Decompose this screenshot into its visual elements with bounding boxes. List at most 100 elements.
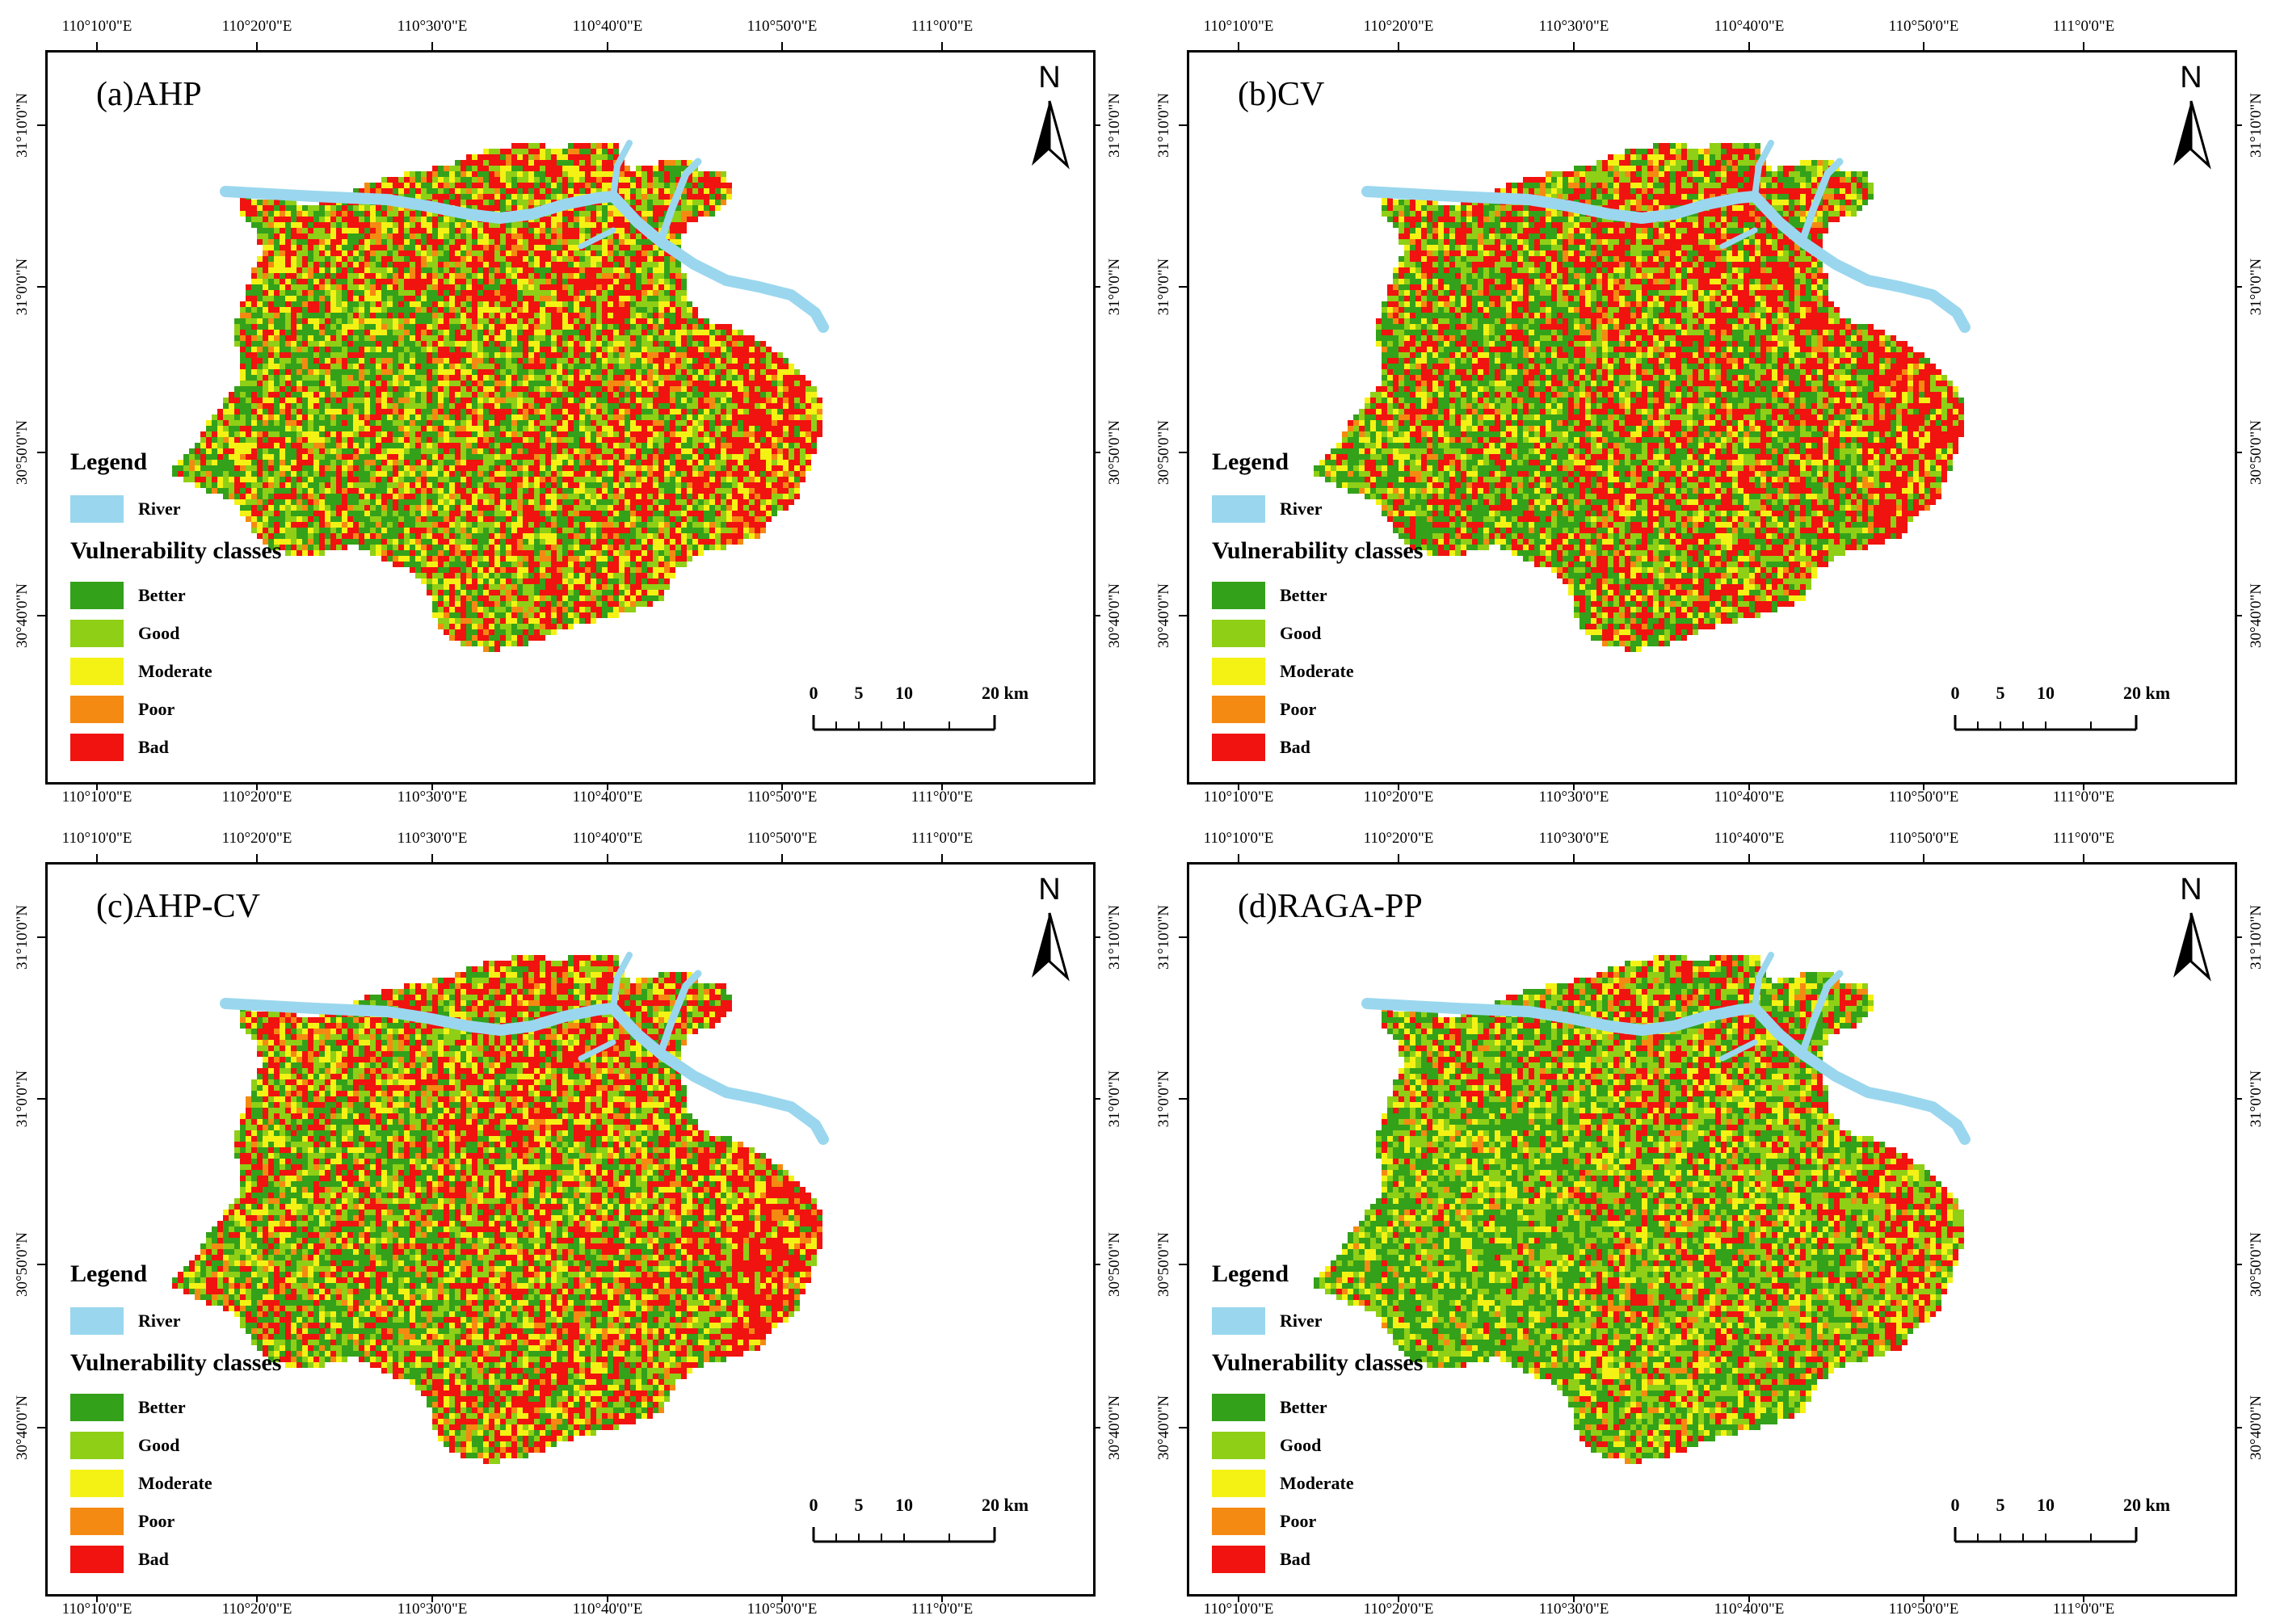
latitude-label: 31°0'0"N (1155, 259, 1173, 316)
longitude-label: 110°50'0"E (747, 1601, 818, 1618)
longitude-tick (781, 42, 783, 50)
legend-label-moderate: Moderate (1280, 1473, 1354, 1494)
moderate-swatch (70, 658, 124, 685)
longitude-tick (2083, 854, 2084, 862)
latitude-label: 30°40'0"N (14, 1395, 32, 1460)
latitude-tick (37, 452, 45, 453)
legend-title: Legend (1212, 1260, 1289, 1288)
river-line (1361, 998, 1971, 1145)
latitude-label: 31°0'0"N (1155, 1071, 1173, 1128)
north-arrow: N (1021, 873, 1078, 994)
scale-label: 0 (1951, 1495, 1960, 1516)
good-swatch (70, 620, 124, 647)
latitude-tick (1092, 286, 1100, 288)
scale-bar-line (1954, 715, 2138, 731)
longitude-label: 110°50'0"E (747, 18, 818, 36)
longitude-tick (256, 42, 258, 50)
bad-swatch (1212, 734, 1265, 761)
longitude-label: 110°30'0"E (1539, 18, 1609, 36)
river-swatch (1212, 495, 1265, 523)
legend-label-moderate: Moderate (138, 1473, 212, 1494)
longitude-tick (1748, 1594, 1750, 1602)
longitude-label: 110°20'0"E (222, 830, 292, 848)
latitude-tick (1092, 124, 1100, 126)
latitude-tick (1092, 1098, 1100, 1100)
latitude-label: 31°10'0"N (1106, 93, 1124, 158)
river-line (578, 1039, 616, 1062)
legend-label-bad: Bad (1280, 1549, 1310, 1570)
longitude-label: 111°0'0"E (911, 18, 973, 36)
scale-bar: 0 5 10 20 km (810, 683, 1028, 739)
latitude-tick (2234, 936, 2242, 938)
longitude-tick (941, 782, 943, 790)
north-arrow-icon (2173, 100, 2211, 170)
longitude-tick (607, 782, 608, 790)
latitude-label: 30°40'0"N (1106, 583, 1124, 648)
legend-label-better: Better (138, 1397, 186, 1418)
panel-title: (c)AHP-CV (96, 887, 260, 926)
longitude-label: 110°40'0"E (1714, 1601, 1785, 1618)
latitude-label: 31°10'0"N (14, 905, 32, 970)
longitude-tick (96, 1594, 98, 1602)
longitude-label: 111°0'0"E (2053, 18, 2114, 36)
legend-item-moderate: Moderate (70, 658, 393, 690)
map-frame: (a)AHP N Legend River Vulnerability clas… (45, 50, 1096, 785)
legend-item-bad: Bad (1212, 734, 1535, 766)
river-line (1799, 158, 1844, 242)
longitude-label: 110°50'0"E (747, 830, 818, 848)
river-swatch (70, 1307, 124, 1335)
river-line (658, 970, 702, 1054)
latitude-tick (1092, 1264, 1100, 1265)
river-swatch (70, 495, 124, 523)
poor-swatch (70, 696, 124, 723)
scale-bar: 0 5 10 20 km (1951, 683, 2170, 739)
longitude-tick (607, 1594, 608, 1602)
better-swatch (70, 582, 124, 609)
longitude-tick (1748, 782, 1750, 790)
legend-item-moderate: Moderate (1212, 1470, 1535, 1502)
longitude-tick (941, 42, 943, 50)
longitude-tick (1238, 782, 1239, 790)
latitude-tick (2234, 1098, 2242, 1100)
north-label: N (1021, 61, 1078, 95)
scale-label: 5 (855, 1495, 864, 1516)
vulnerability-map (1314, 952, 1971, 1464)
longitude-tick (431, 1594, 433, 1602)
longitude-label: 110°30'0"E (1539, 789, 1609, 806)
moderate-swatch (1212, 1470, 1265, 1497)
longitude-tick (1573, 782, 1575, 790)
better-swatch (70, 1394, 124, 1421)
latitude-label: 31°0'0"N (14, 1071, 32, 1128)
latitude-label: 31°10'0"N (1155, 93, 1173, 158)
legend-item-river: River (1212, 495, 1535, 528)
latitude-tick (1179, 286, 1187, 288)
legend-item-bad: Bad (70, 734, 393, 766)
legend-item-bad: Bad (70, 1546, 393, 1578)
legend-item-better: Better (70, 582, 393, 614)
legend-label-better: Better (138, 585, 186, 606)
latitude-tick (2234, 124, 2242, 126)
good-swatch (1212, 620, 1265, 647)
legend-label-poor: Poor (138, 1511, 175, 1532)
legend-label-bad: Bad (138, 1549, 169, 1570)
north-arrow: N (2163, 61, 2219, 182)
latitude-tick (2234, 286, 2242, 288)
longitude-label: 110°20'0"E (222, 1601, 292, 1618)
map-panel-d: 110°10'0"E 110°10'0"E 110°20'0"E 110°20'0"E… (1142, 812, 2283, 1624)
north-arrow: N (1021, 61, 1078, 182)
longitude-tick (781, 782, 783, 790)
longitude-tick (1923, 854, 1924, 862)
longitude-label: 110°40'0"E (573, 18, 643, 36)
longitude-label: 110°10'0"E (1204, 830, 1274, 848)
river-line (1361, 186, 1971, 333)
legend-label-bad: Bad (1280, 737, 1310, 758)
legend-label-moderate: Moderate (1280, 661, 1354, 682)
legend-item-poor: Poor (70, 1508, 393, 1540)
longitude-label: 110°20'0"E (1364, 18, 1434, 36)
longitude-label: 110°30'0"E (397, 830, 468, 848)
longitude-tick (1573, 42, 1575, 50)
latitude-label: 31°0'0"N (2248, 1071, 2265, 1128)
legend-label-better: Better (1280, 1397, 1327, 1418)
longitude-tick (781, 854, 783, 862)
longitude-tick (96, 42, 98, 50)
